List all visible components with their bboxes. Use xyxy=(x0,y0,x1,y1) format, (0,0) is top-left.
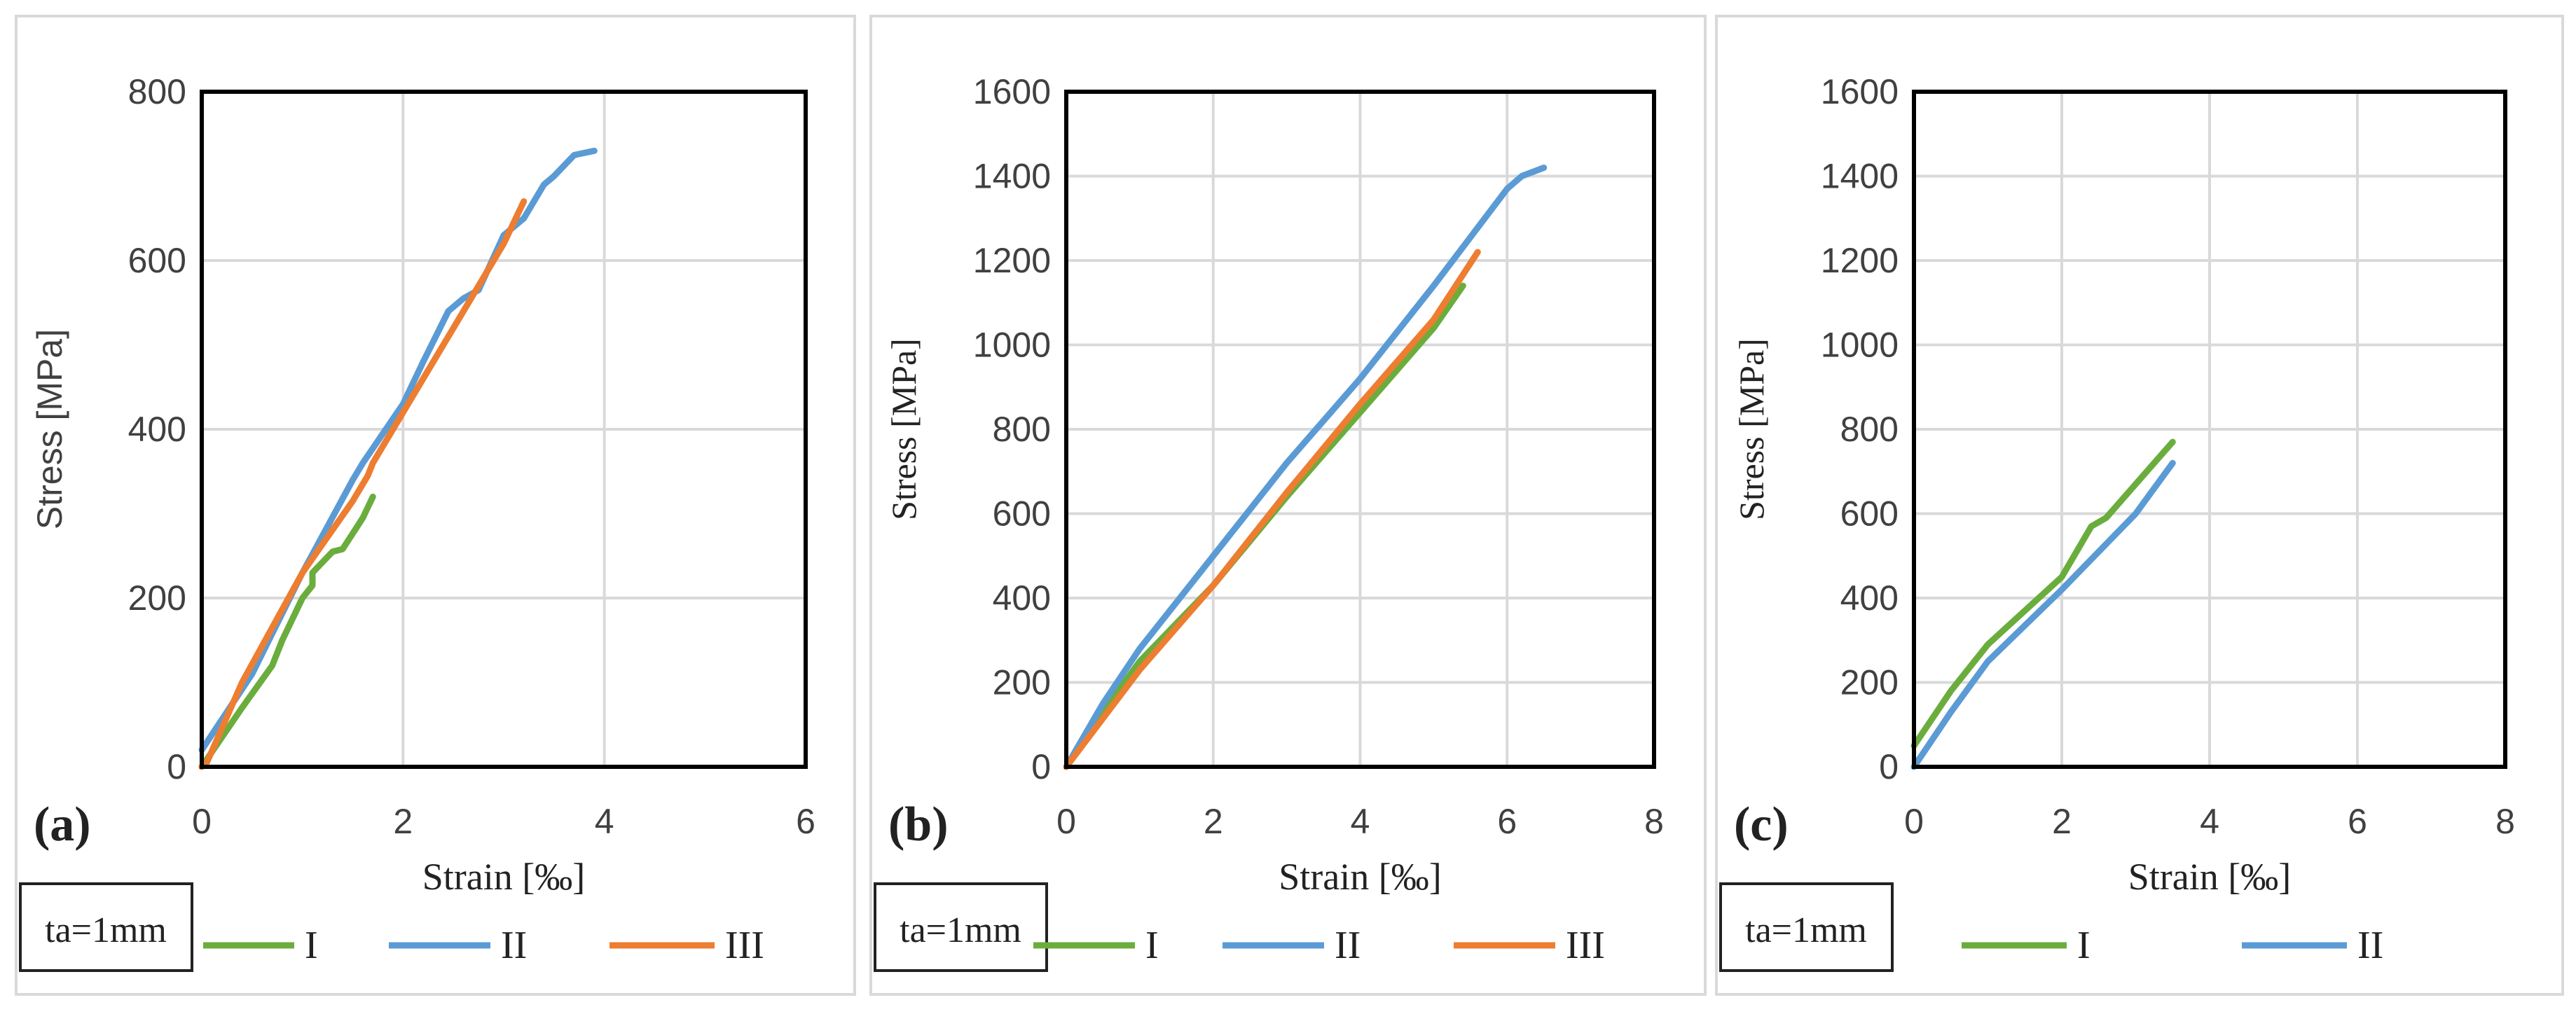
legend-title-box xyxy=(874,882,1048,972)
legend-label-II: II xyxy=(2357,924,2383,967)
y-tick-label: 1400 xyxy=(973,157,1051,196)
panel-frame xyxy=(869,15,1707,996)
panel-label: (a) xyxy=(34,798,91,852)
series-line-II xyxy=(198,147,598,753)
series-line-II xyxy=(1910,459,2176,770)
y-tick-label: 400 xyxy=(1840,578,1899,618)
plot-area xyxy=(1064,90,1656,769)
legend-title-box xyxy=(19,882,193,972)
x-tick-label: 2 xyxy=(1204,802,1223,841)
x-tick-label: 6 xyxy=(796,802,815,841)
y-tick-label: 0 xyxy=(1879,747,1899,786)
y-tick-label: 1400 xyxy=(1821,157,1899,196)
y-tick-label: 600 xyxy=(993,494,1051,534)
x-tick-label: 4 xyxy=(595,802,614,841)
y-tick-label: 1000 xyxy=(973,326,1051,365)
x-axis-title: Strain [‰] xyxy=(2128,856,2291,898)
legend-title: ta=1mm xyxy=(1745,910,1867,950)
legend-title: ta=1mm xyxy=(45,910,167,950)
x-tick-label: 4 xyxy=(1351,802,1370,841)
y-tick-label: 600 xyxy=(128,241,186,280)
plot-area xyxy=(1912,90,2507,769)
y-tick-label: 0 xyxy=(1031,747,1051,786)
series-line-I xyxy=(198,493,376,770)
series-line-III xyxy=(198,198,528,770)
x-tick-label: 2 xyxy=(393,802,413,841)
y-axis-title: Stress [MPa] xyxy=(884,338,923,520)
y-tick-label: 200 xyxy=(1840,663,1899,702)
legend-label-II: II xyxy=(1335,924,1361,967)
y-tick-label: 200 xyxy=(993,663,1051,702)
legend-label-I: I xyxy=(305,924,318,967)
y-tick-label: 1000 xyxy=(1821,326,1899,365)
y-tick-label: 1200 xyxy=(1821,241,1899,280)
y-tick-label: 400 xyxy=(128,410,186,449)
x-tick-label: 0 xyxy=(192,802,212,841)
legend: ta=1mm I II III xyxy=(874,882,1605,972)
legend-label-II: II xyxy=(501,924,527,967)
x-tick-label: 6 xyxy=(2348,802,2367,841)
x-tick-label: 8 xyxy=(2495,802,2515,841)
panel-label: (b) xyxy=(888,798,949,852)
y-tick-label: 1600 xyxy=(1821,72,1899,111)
series-line-II xyxy=(1063,165,1548,770)
x-axis-title: Strain [‰] xyxy=(1279,856,1441,898)
y-tick-label: 800 xyxy=(1840,410,1899,449)
legend-label-III: III xyxy=(1566,924,1605,967)
panel-label: (c) xyxy=(1734,798,1789,852)
x-tick-label: 2 xyxy=(2052,802,2072,841)
y-tick-label: 800 xyxy=(993,410,1051,449)
y-tick-label: 600 xyxy=(1840,494,1899,534)
legend: ta=1mm I II III xyxy=(19,882,764,972)
x-tick-label: 0 xyxy=(1904,802,1924,841)
x-tick-label: 0 xyxy=(1056,802,1076,841)
y-tick-label: 1600 xyxy=(973,72,1051,111)
y-axis-title: Stress [MPa] xyxy=(30,329,69,529)
plot-area xyxy=(200,90,808,769)
x-tick-label: 8 xyxy=(1644,802,1664,841)
x-tick-label: 4 xyxy=(2200,802,2219,841)
legend-label-I: I xyxy=(2077,924,2091,967)
panel-b: 0 2 4 6 8 0 200 400 600 800 1000 1200 1400 1600 Stress… xyxy=(869,15,1707,996)
y-tick-label: 400 xyxy=(993,578,1051,618)
legend-label-I: I xyxy=(1145,924,1159,967)
y-tick-label: 0 xyxy=(167,747,186,786)
panel-frame xyxy=(15,15,856,996)
series-line-III xyxy=(1063,249,1481,770)
legend-title: ta=1mm xyxy=(900,910,1021,950)
y-axis-title: Stress [MPa] xyxy=(1732,338,1771,520)
y-tick-label: 800 xyxy=(128,72,186,111)
panel-a: 0 2 4 6 0 200 400 600 800 Stress [MPa] Strain [‰] (… xyxy=(15,15,856,996)
series-line-I xyxy=(1910,438,2176,749)
x-axis-title: Strain [‰] xyxy=(422,856,585,898)
y-tick-label: 1200 xyxy=(973,241,1051,280)
legend-label-III: III xyxy=(725,924,764,967)
y-tick-label: 200 xyxy=(128,578,186,618)
legend: ta=1mm I II xyxy=(1719,882,2383,972)
legend-title-box xyxy=(1719,882,1894,972)
x-tick-label: 6 xyxy=(1497,802,1517,841)
panel-c: 0 2 4 6 8 0 200 400 600 800 1000 1200 1400 1600 Stress… xyxy=(1715,15,2564,996)
